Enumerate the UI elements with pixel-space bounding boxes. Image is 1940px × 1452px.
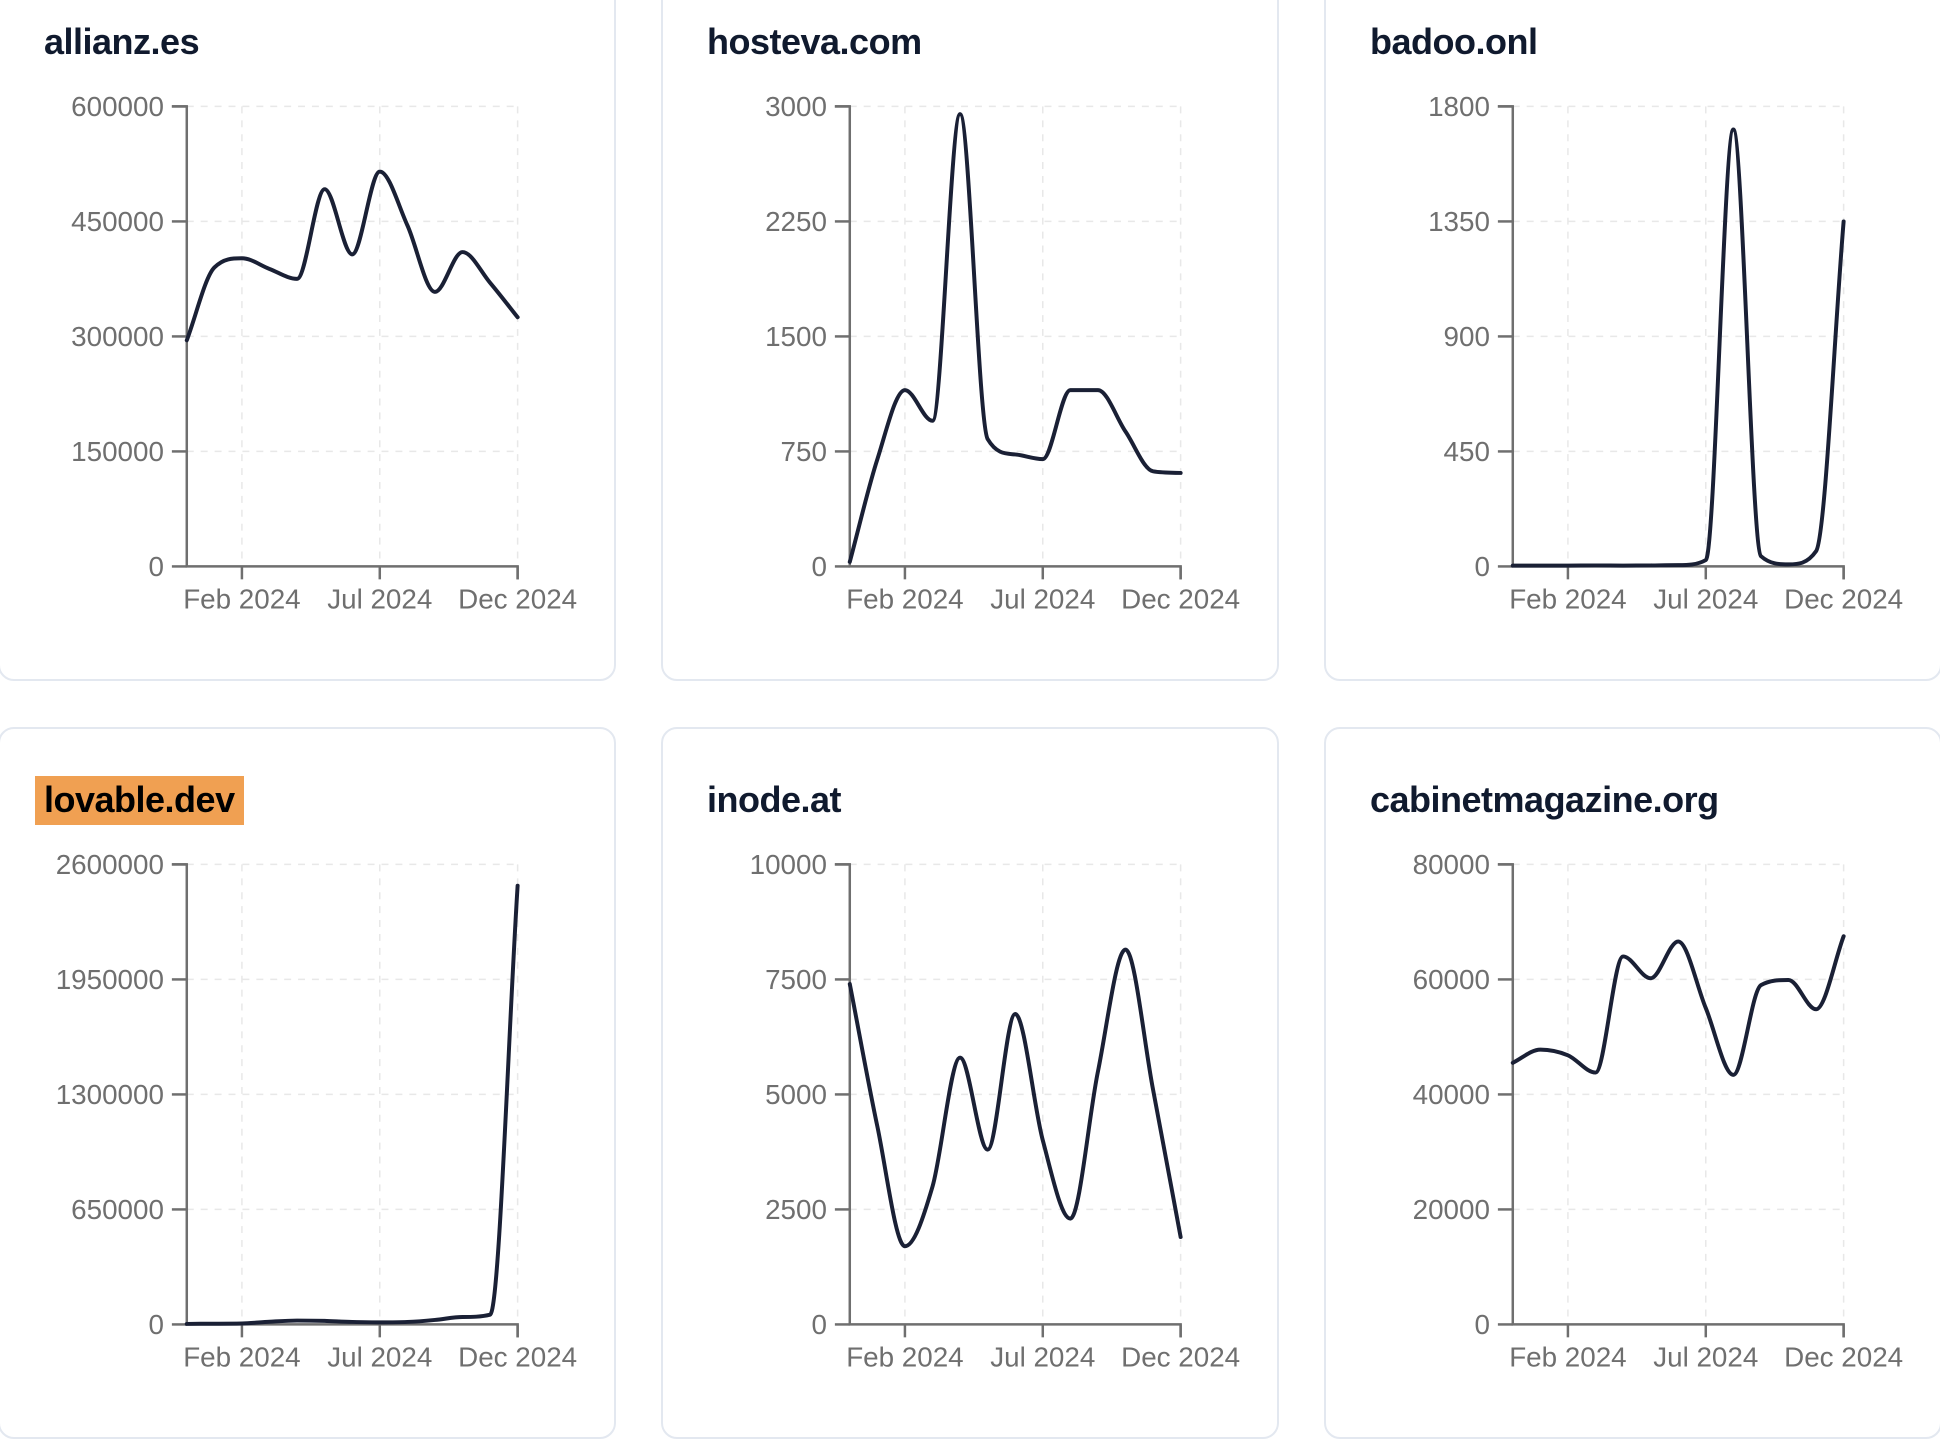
svg-text:Feb 2024: Feb 2024 [1509, 1342, 1626, 1373]
svg-text:1500: 1500 [765, 321, 827, 352]
svg-text:Jul 2024: Jul 2024 [990, 584, 1095, 615]
chart-title-wrap: badoo.onl [1370, 21, 1538, 63]
chart-title-wrap: cabinetmagazine.org [1370, 779, 1719, 821]
svg-text:Feb 2024: Feb 2024 [183, 1342, 300, 1373]
svg-text:Jul 2024: Jul 2024 [1653, 1342, 1758, 1373]
svg-text:0: 0 [811, 551, 826, 582]
svg-text:Feb 2024: Feb 2024 [846, 584, 963, 615]
svg-text:Jul 2024: Jul 2024 [327, 584, 432, 615]
chart-card: lovable.dev 0 650000 1300000 1950000 2600000… [0, 727, 616, 1439]
svg-text:Feb 2024: Feb 2024 [846, 1342, 963, 1373]
svg-text:7500: 7500 [765, 964, 827, 995]
svg-text:0: 0 [1474, 1309, 1489, 1340]
svg-text:2250: 2250 [765, 206, 827, 237]
chart-title: allianz.es [44, 21, 200, 62]
svg-text:150000: 150000 [71, 436, 164, 467]
svg-text:80000: 80000 [1413, 849, 1490, 880]
svg-text:10000: 10000 [750, 849, 827, 880]
svg-text:Jul 2024: Jul 2024 [990, 1342, 1095, 1373]
svg-text:20000: 20000 [1413, 1194, 1490, 1225]
svg-text:300000: 300000 [71, 321, 164, 352]
line-chart: 0 2500 5000 7500 10000 Feb 2024 Jul 2024 Dec 20… [750, 849, 1240, 1373]
svg-text:Dec 2024: Dec 2024 [458, 1342, 577, 1373]
chart-title: hosteva.com [707, 21, 922, 62]
line-chart: 0 750 1500 2250 3000 Feb 2024 Jul 2024 Dec 2024 [765, 91, 1240, 615]
svg-text:1950000: 1950000 [56, 964, 164, 995]
svg-text:60000: 60000 [1413, 964, 1490, 995]
svg-text:2600000: 2600000 [56, 849, 164, 880]
svg-text:Dec 2024: Dec 2024 [1784, 584, 1903, 615]
svg-text:Dec 2024: Dec 2024 [458, 584, 577, 615]
line-chart: 0 650000 1300000 1950000 2600000 Feb 2024 Jul … [56, 849, 577, 1373]
svg-text:1800: 1800 [1428, 91, 1490, 122]
line-chart: 0 450 900 1350 1800 Feb 2024 Jul 2024 Dec 2024 [1428, 91, 1903, 615]
svg-text:3000: 3000 [765, 91, 827, 122]
svg-text:Jul 2024: Jul 2024 [1653, 584, 1758, 615]
svg-text:0: 0 [148, 551, 163, 582]
svg-text:900: 900 [1444, 321, 1490, 352]
svg-text:Feb 2024: Feb 2024 [183, 584, 300, 615]
chart-title: cabinetmagazine.org [1370, 779, 1719, 820]
line-chart: 0 20000 40000 60000 80000 Feb 2024 Jul 2024 Dec… [1413, 849, 1903, 1373]
svg-text:1300000: 1300000 [56, 1079, 164, 1110]
svg-text:750: 750 [781, 436, 827, 467]
svg-text:450: 450 [1444, 436, 1490, 467]
svg-text:0: 0 [811, 1309, 826, 1340]
chart-card: badoo.onl 0 450 900 1350 1800 Feb 2024 Jul 202… [1324, 0, 1940, 681]
chart-title-wrap: hosteva.com [707, 21, 922, 63]
svg-text:1350: 1350 [1428, 206, 1490, 237]
svg-text:650000: 650000 [71, 1194, 164, 1225]
chart-title-wrap: allianz.es [44, 21, 200, 63]
line-chart: 0 150000 300000 450000 600000 Feb 2024 Jul 202… [71, 91, 577, 615]
chart-card: inode.at 0 2500 5000 7500 10000 Feb 2024 Jul 2… [661, 727, 1279, 1439]
svg-text:5000: 5000 [765, 1079, 827, 1110]
svg-text:0: 0 [1474, 551, 1489, 582]
svg-text:Feb 2024: Feb 2024 [1509, 584, 1626, 615]
svg-text:600000: 600000 [71, 91, 164, 122]
svg-text:0: 0 [148, 1309, 163, 1340]
svg-text:Dec 2024: Dec 2024 [1784, 1342, 1903, 1373]
svg-text:Jul 2024: Jul 2024 [327, 1342, 432, 1373]
chart-title-wrap: lovable.dev [35, 776, 244, 825]
chart-card: allianz.es 0 150000 300000 450000 600000 Feb … [0, 0, 616, 681]
svg-text:2500: 2500 [765, 1194, 827, 1225]
chart-card: hosteva.com 0 750 1500 2250 3000 Feb 2024 Jul … [661, 0, 1279, 681]
chart-title-wrap: inode.at [707, 779, 842, 821]
chart-title: lovable.dev [35, 776, 244, 825]
svg-text:Dec 2024: Dec 2024 [1121, 584, 1240, 615]
chart-title: badoo.onl [1370, 21, 1538, 62]
svg-text:40000: 40000 [1413, 1079, 1490, 1110]
chart-title: inode.at [707, 779, 842, 820]
svg-text:Dec 2024: Dec 2024 [1121, 1342, 1240, 1373]
chart-card: cabinetmagazine.org 0 20000 40000 60000 8000… [1324, 727, 1940, 1439]
svg-text:450000: 450000 [71, 206, 164, 237]
